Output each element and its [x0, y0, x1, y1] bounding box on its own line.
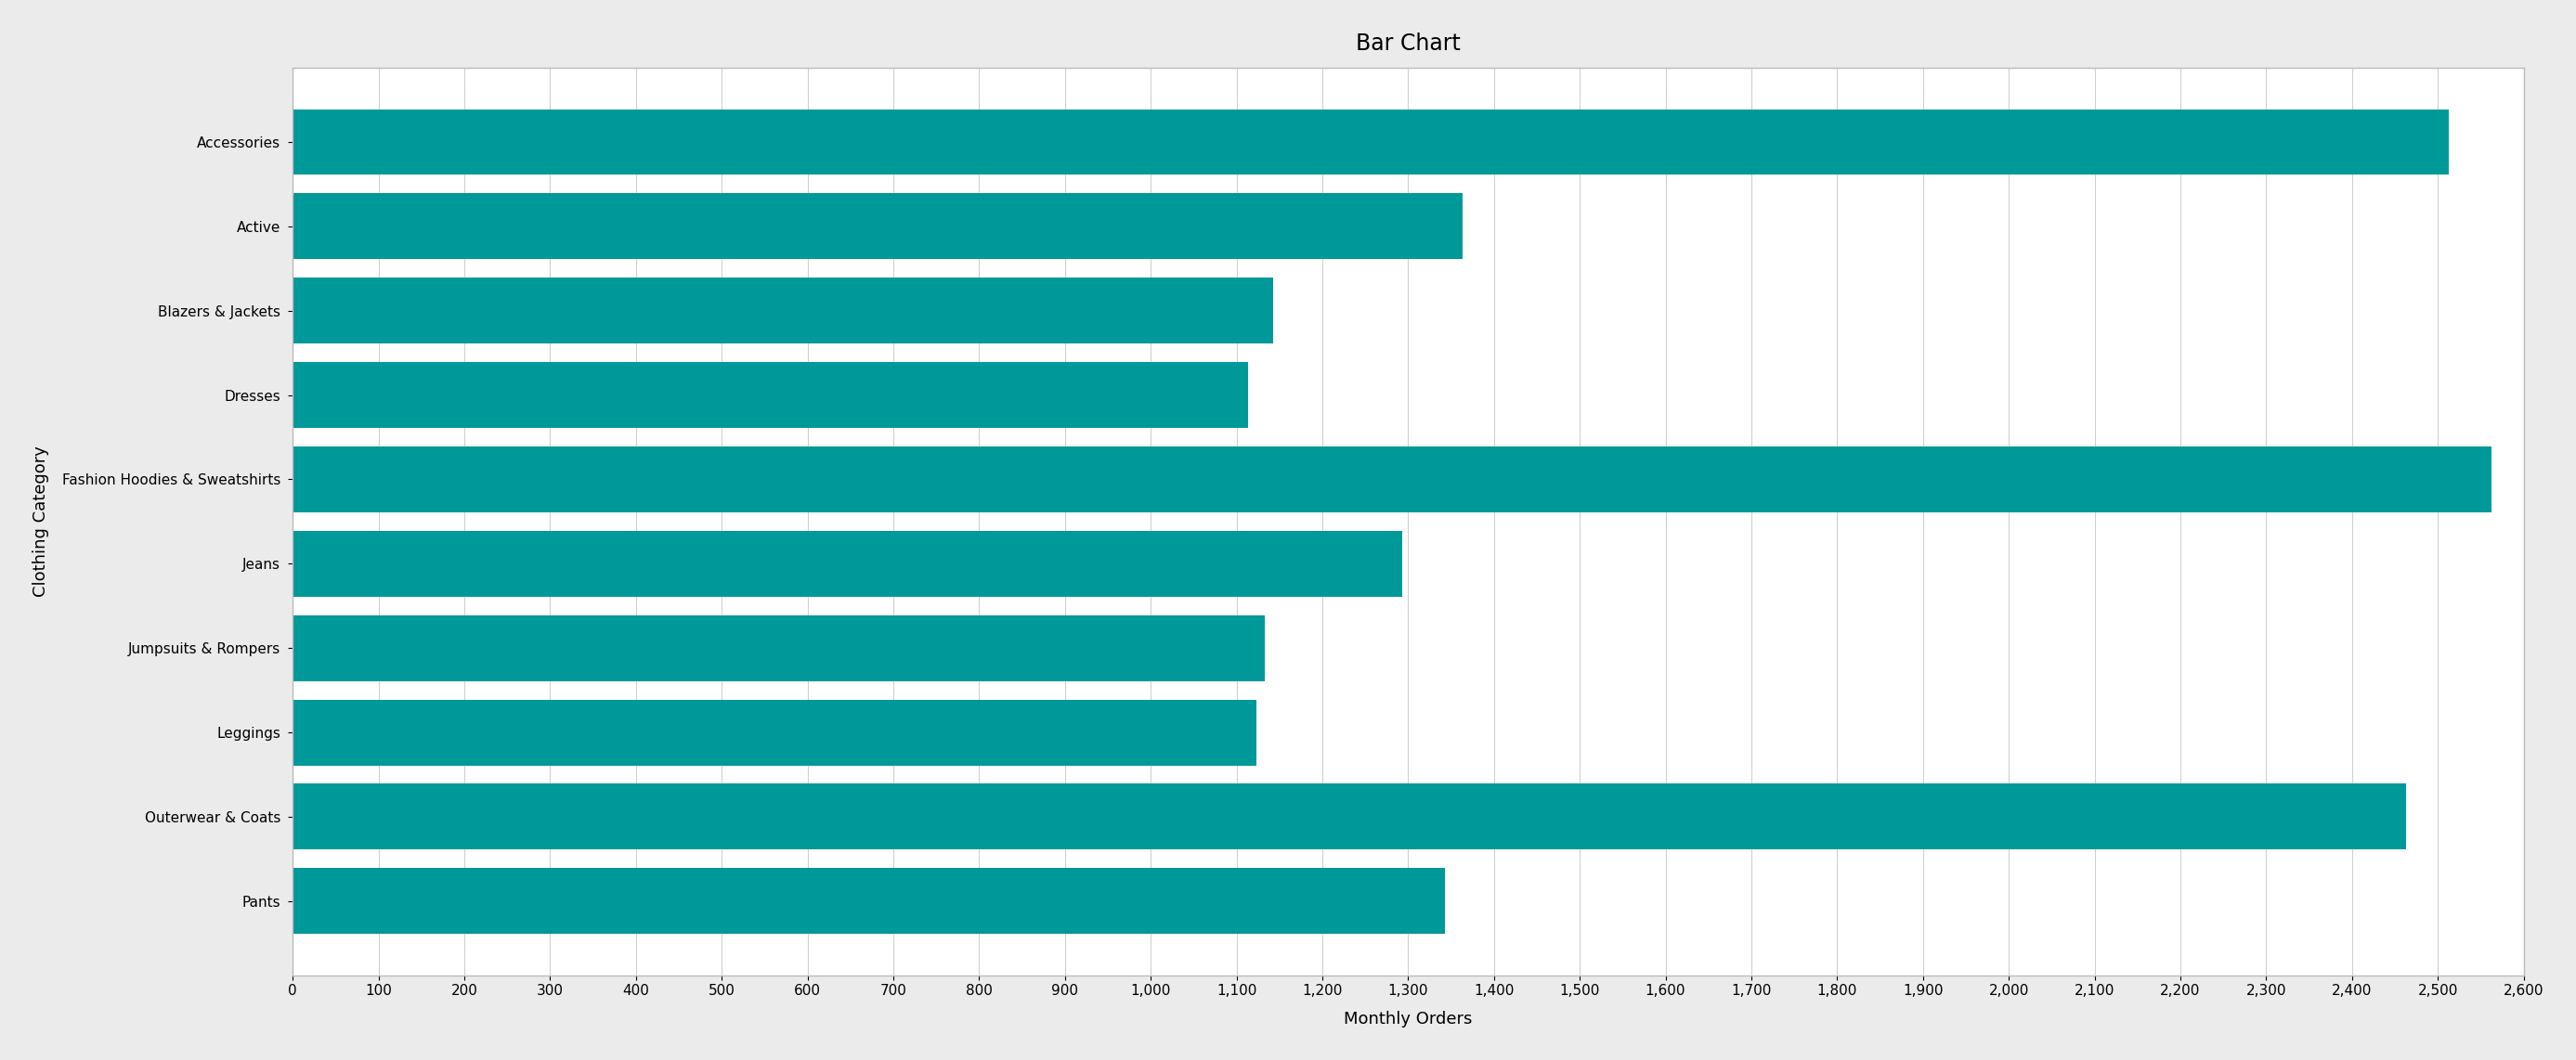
Bar: [294, 615, 1265, 681]
X-axis label: Monthly Orders: Monthly Orders: [1345, 1011, 1473, 1028]
Bar: [294, 109, 2450, 175]
Bar: [294, 194, 1463, 260]
Bar: [294, 868, 1445, 934]
Y-axis label: Clothing Category: Clothing Category: [33, 446, 49, 597]
Bar: [294, 783, 2406, 850]
Bar: [294, 278, 1273, 343]
Bar: [294, 363, 1247, 428]
Bar: [294, 700, 1257, 765]
Bar: [294, 446, 2491, 512]
Bar: [294, 531, 1401, 597]
Title: Bar Chart: Bar Chart: [1355, 32, 1461, 54]
